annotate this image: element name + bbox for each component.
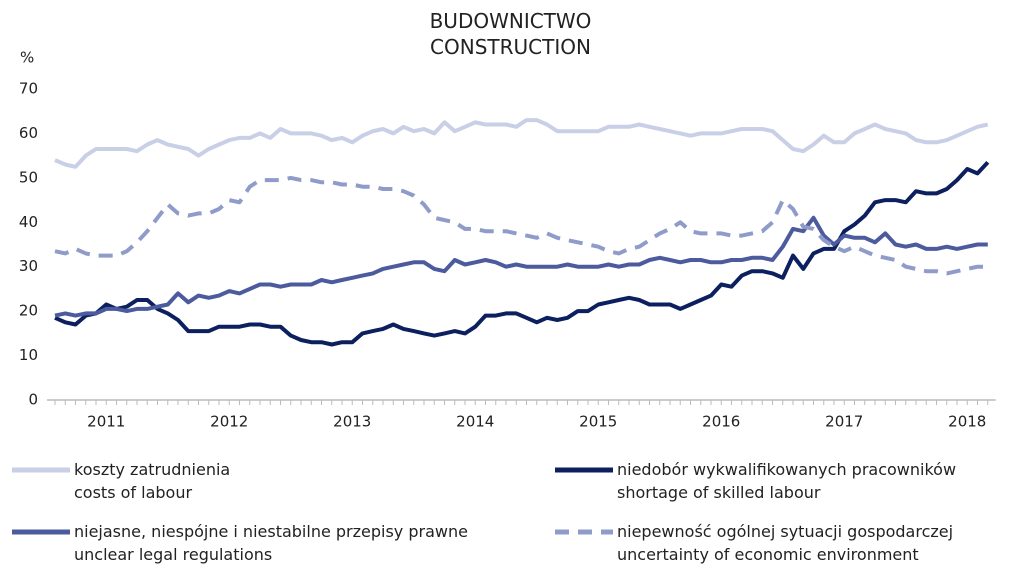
y-tick-label: 30 <box>19 257 38 275</box>
x-tick-label: 2015 <box>579 413 617 431</box>
y-tick-label: 70 <box>19 80 38 98</box>
legend-label: koszty zatrudnienia costs of labour <box>74 460 231 502</box>
y-axis-label: % <box>20 49 34 67</box>
legend-label: niepewność ogólnej sytuacji gospodarczej… <box>617 522 954 564</box>
legend-label: niedobór wykwalifikowanych pracowników s… <box>617 460 957 502</box>
y-tick-label: 10 <box>19 346 38 364</box>
x-tick-label: 2018 <box>948 413 986 431</box>
x-tick-label: 2016 <box>702 413 740 431</box>
x-tick-label: 2012 <box>210 413 248 431</box>
series-line <box>54 175 988 276</box>
legend-label: niejasne, niespójne i niestabilne przepi… <box>74 522 468 564</box>
x-tick-label: 2011 <box>87 413 125 431</box>
series-line <box>54 160 990 347</box>
x-tick-label: 2013 <box>333 413 371 431</box>
series-line <box>54 118 989 169</box>
chart-title: BUDOWNICTWO CONSTRUCTION <box>429 9 592 59</box>
x-tick-label: 2014 <box>456 413 494 431</box>
series-line <box>54 215 988 318</box>
y-tick-label: 50 <box>19 168 38 186</box>
y-tick-label: 60 <box>19 124 38 142</box>
y-tick-label: 40 <box>19 213 38 231</box>
y-tick-label: 0 <box>28 391 38 409</box>
x-tick-label: 2017 <box>825 413 863 431</box>
y-tick-label: 20 <box>19 302 38 320</box>
